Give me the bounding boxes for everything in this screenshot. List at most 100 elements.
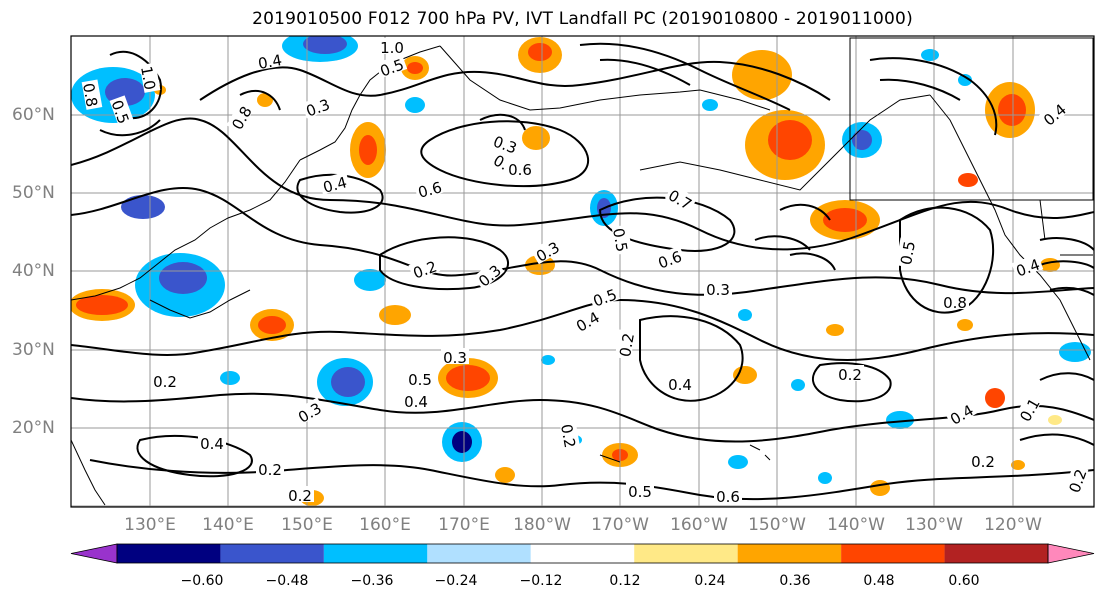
contour-label: 0.4 bbox=[404, 393, 428, 411]
lon-label-160e: 160°E bbox=[359, 515, 411, 535]
contour-label-bg bbox=[969, 452, 997, 468]
contour-label: 1.0 bbox=[137, 65, 159, 92]
contour-label-bg bbox=[588, 283, 621, 309]
map-panel: 1.0 0.4 0.8 0.5 1.0 0.8 0.5 0.3 0.6 0.4 0.3 0.4 0.6 0… bbox=[70, 35, 1095, 508]
lon-label-120w: 120°W bbox=[984, 515, 1042, 535]
colorbar-tick-3: −0.36 bbox=[350, 573, 394, 589]
contour-label: 0.2 bbox=[258, 461, 282, 479]
map-title: 2019010500 F012 700 hPa PV, IVT Landfall… bbox=[252, 9, 913, 29]
contour-label-bg bbox=[1011, 253, 1044, 279]
contour-label-bg bbox=[944, 399, 978, 428]
colorbar-tick-6: 0.12 bbox=[609, 573, 641, 589]
contour-label: 0.8 bbox=[943, 294, 967, 312]
contour-label-bg bbox=[664, 184, 698, 213]
colorbar-tick-8: 0.36 bbox=[779, 573, 811, 589]
contour-label-bg bbox=[151, 372, 179, 388]
contour-label-bg bbox=[570, 306, 604, 335]
contour-label-bg bbox=[941, 293, 969, 309]
contour-label: 1.0 bbox=[380, 39, 404, 57]
contour-label-bg bbox=[378, 38, 406, 54]
contour-label-bg bbox=[402, 392, 430, 408]
colorbar-tick-9: 0.48 bbox=[863, 573, 895, 589]
contour-label-bg bbox=[109, 95, 135, 128]
contour-label: 0.5 bbox=[897, 240, 919, 267]
colorbar-tick-5: −0.12 bbox=[519, 573, 563, 589]
contour-label: 0.2 bbox=[557, 423, 579, 450]
lon-label-160w: 160°W bbox=[670, 515, 728, 535]
contour-label: 0.6 bbox=[716, 488, 740, 506]
contour-label: 0.3 bbox=[706, 281, 730, 299]
contour-label-bg bbox=[81, 79, 103, 110]
lat-label-40n: 40°N bbox=[12, 261, 55, 281]
contour-label-bg bbox=[1063, 464, 1089, 497]
contour-label-bg bbox=[489, 130, 522, 156]
contour-label-bg bbox=[626, 482, 654, 498]
contour-label: 0.4 bbox=[321, 173, 349, 197]
contour-label: 0.2 bbox=[153, 373, 177, 391]
contour-label-bg bbox=[286, 486, 314, 502]
lat-label-20n: 20°N bbox=[12, 418, 55, 438]
contour-label: 0.6 bbox=[416, 178, 444, 202]
contour-label-bg bbox=[666, 375, 694, 391]
colorbar-tick-7: 0.24 bbox=[694, 573, 726, 589]
contour-label-bg bbox=[375, 53, 408, 79]
contour-label-bg bbox=[301, 93, 334, 119]
contour-label: 0.2 bbox=[971, 453, 995, 471]
contour-label-bg bbox=[256, 460, 284, 476]
lon-label-150e: 150°E bbox=[281, 515, 333, 535]
lon-label-180w: 180°W bbox=[513, 515, 571, 535]
contour-label-bg bbox=[559, 420, 581, 451]
contour-label: 0.5 bbox=[628, 483, 652, 501]
contour-label-bg bbox=[226, 100, 255, 134]
lon-label-170e: 170°E bbox=[438, 515, 490, 535]
lon-label-140w: 140°W bbox=[827, 515, 885, 535]
contour-label: 0.4 bbox=[200, 435, 224, 453]
contour-label: 0.2 bbox=[288, 487, 312, 505]
contour-label-bg bbox=[406, 370, 434, 386]
contour-label-bg bbox=[441, 348, 469, 364]
contour-label-bg bbox=[614, 329, 636, 360]
contour-label-bg bbox=[292, 397, 326, 426]
contour-label-bg bbox=[139, 62, 161, 93]
contour-label-bg bbox=[714, 487, 742, 503]
contour-label-bg bbox=[413, 176, 446, 200]
lat-label-30n: 30°N bbox=[12, 340, 55, 360]
contour-label: 0.5 bbox=[408, 371, 432, 389]
contour-label: 0.4 bbox=[668, 376, 692, 394]
colorbar-tick-1: −0.60 bbox=[180, 573, 224, 589]
contour-label-bg bbox=[836, 365, 864, 381]
contour-label-bg bbox=[318, 171, 351, 195]
contour-label-bg bbox=[530, 236, 564, 265]
lon-label-170w: 170°W bbox=[591, 515, 649, 535]
contour-label: 0.6 bbox=[508, 161, 532, 179]
colorbar-tick-2: −0.48 bbox=[265, 573, 309, 589]
contour-label-bg bbox=[506, 160, 534, 176]
contour-label-bg bbox=[472, 259, 505, 290]
contour-label: 0.3 bbox=[443, 349, 467, 367]
contour-label-bg bbox=[254, 49, 285, 71]
contour-labels: 1.0 0.4 0.8 0.5 1.0 0.8 0.5 0.3 0.6 0.4 0.3 0.4 0.6 0… bbox=[79, 38, 1091, 506]
contour-label-bg bbox=[611, 224, 633, 255]
colorbar-tick-10: 0.60 bbox=[948, 573, 980, 589]
contour-label: 0.8 bbox=[79, 82, 101, 109]
colorbar-tick-4: −0.24 bbox=[434, 573, 478, 589]
contour-label: 0.2 bbox=[838, 366, 862, 384]
lon-label-130e: 130°E bbox=[124, 515, 176, 535]
contour-label-bg bbox=[895, 237, 917, 268]
contour-label-bg bbox=[704, 280, 732, 296]
contour-label-bg bbox=[653, 245, 686, 271]
lat-label-50n: 50°N bbox=[12, 183, 55, 203]
graticule bbox=[71, 36, 1094, 507]
lon-label-140e: 140°E bbox=[202, 515, 254, 535]
contour-label: 0.4 bbox=[257, 51, 284, 73]
contour-label: 0.5 bbox=[609, 227, 631, 254]
lon-label-130w: 130°W bbox=[905, 515, 963, 535]
pv-contours bbox=[71, 42, 1094, 501]
contour-label-bg bbox=[1014, 392, 1043, 426]
contour-label-bg bbox=[408, 255, 441, 281]
contour-label-bg bbox=[1037, 98, 1070, 129]
contour-label: 0.2 bbox=[616, 332, 638, 359]
lon-label-150w: 150°W bbox=[748, 515, 806, 535]
coastlines bbox=[71, 37, 1094, 506]
contour-label-bg bbox=[198, 434, 226, 450]
